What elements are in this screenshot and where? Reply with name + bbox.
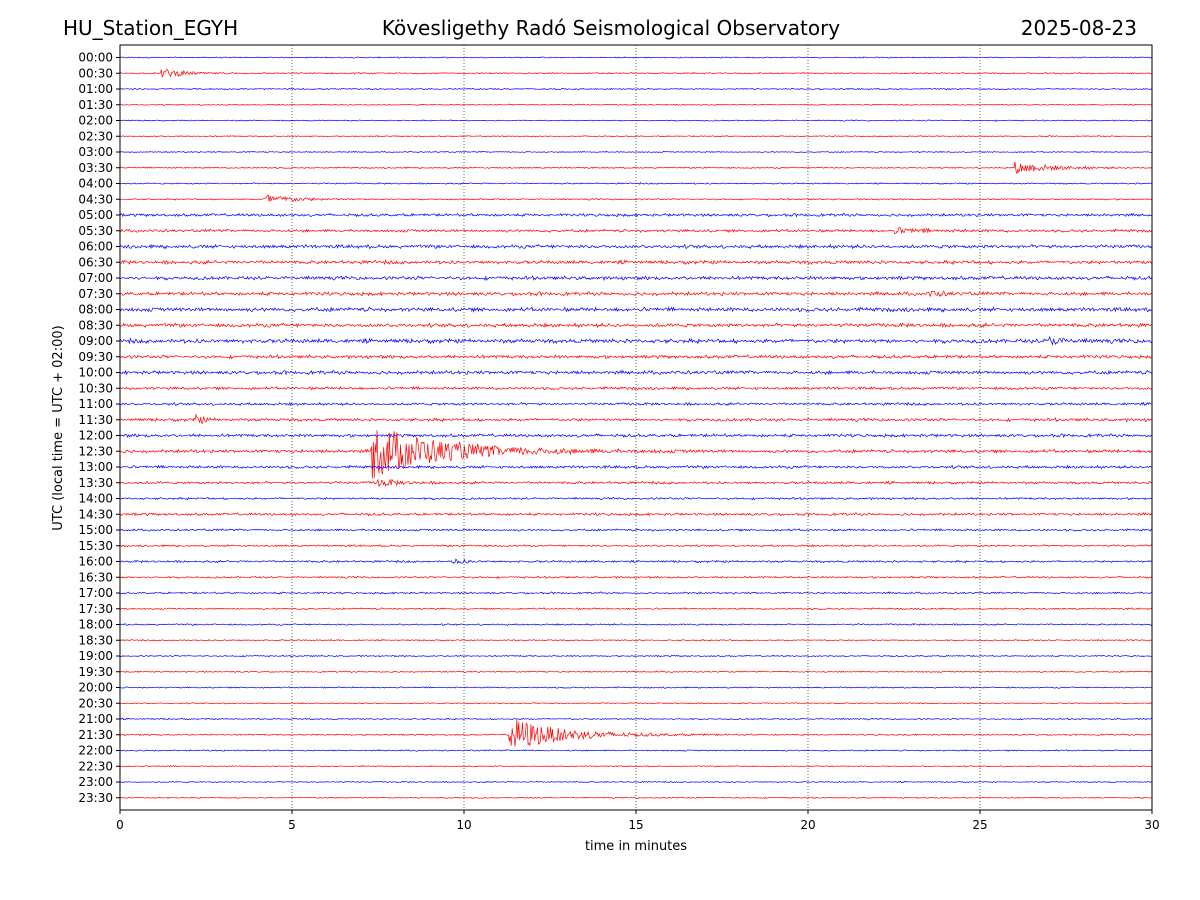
y-tick-label: 02:00 bbox=[78, 114, 113, 128]
y-tick-label: 21:00 bbox=[78, 712, 113, 726]
y-tick-label: 12:30 bbox=[78, 444, 113, 458]
y-tick-label: 08:30 bbox=[78, 318, 113, 332]
y-tick-label: 01:30 bbox=[78, 98, 113, 112]
y-tick-label: 01:00 bbox=[78, 82, 113, 96]
trace-row bbox=[119, 335, 1153, 346]
y-tick-label: 00:00 bbox=[78, 51, 113, 65]
y-tick-label: 19:30 bbox=[78, 665, 113, 679]
trace-row bbox=[119, 512, 1153, 517]
y-tick-label: 07:00 bbox=[78, 271, 113, 285]
y-tick-label: 21:30 bbox=[78, 728, 113, 742]
y-tick-label: 12:00 bbox=[78, 429, 113, 443]
trace-row bbox=[119, 575, 1153, 579]
y-tick-label: 23:00 bbox=[78, 775, 113, 789]
chart-title: Kövesligethy Radó Seismological Observat… bbox=[381, 16, 841, 40]
y-tick-label: 03:00 bbox=[78, 145, 113, 159]
y-tick-label: 06:30 bbox=[78, 255, 113, 269]
y-tick-label: 10:30 bbox=[78, 381, 113, 395]
x-tick-label: 5 bbox=[288, 818, 296, 832]
y-tick-label: 08:00 bbox=[78, 303, 113, 317]
y-tick-label: 02:30 bbox=[78, 129, 113, 143]
y-tick-label: 15:00 bbox=[78, 523, 113, 537]
y-tick-label: 06:00 bbox=[78, 240, 113, 254]
y-tick-label: 10:00 bbox=[78, 366, 113, 380]
y-tick-label: 03:30 bbox=[78, 161, 113, 175]
trace-row bbox=[119, 135, 1153, 138]
y-tick-label: 17:00 bbox=[78, 586, 113, 600]
trace-row bbox=[119, 638, 1153, 642]
trace-row bbox=[119, 194, 1153, 202]
y-tick-label: 05:30 bbox=[78, 224, 113, 238]
y-axis-label: UTC (local time = UTC + 02:00) bbox=[51, 325, 66, 530]
trace-row bbox=[119, 150, 1153, 154]
y-tick-label: 14:30 bbox=[78, 507, 113, 521]
trace-row bbox=[119, 354, 1153, 360]
y-tick-label: 19:00 bbox=[78, 649, 113, 663]
y-tick-label: 17:30 bbox=[78, 602, 113, 616]
trace-row bbox=[119, 464, 1153, 470]
y-tick-label: 15:30 bbox=[78, 539, 113, 553]
y-tick-label: 20:00 bbox=[78, 681, 113, 695]
y-tick-label: 18:30 bbox=[78, 633, 113, 647]
y-tick-label: 16:00 bbox=[78, 555, 113, 569]
trace-row bbox=[119, 780, 1153, 784]
trace-row bbox=[119, 290, 1153, 298]
trace-row bbox=[119, 719, 1153, 747]
y-tick-label: 13:00 bbox=[78, 460, 113, 474]
trace-row bbox=[119, 717, 1153, 721]
trace-row bbox=[119, 528, 1153, 532]
x-tick-label: 15 bbox=[628, 818, 643, 832]
trace-row bbox=[119, 68, 1153, 78]
x-tick-group: 0 5 10 15 20 25 30 bbox=[116, 810, 1160, 832]
y-tick-label: 16:30 bbox=[78, 570, 113, 584]
y-tick-label: 05:00 bbox=[78, 208, 113, 222]
y-tick-label: 20:30 bbox=[78, 696, 113, 710]
trace-row bbox=[119, 259, 1153, 266]
y-tick-label: 07:30 bbox=[78, 287, 113, 301]
trace-row bbox=[119, 87, 1153, 91]
grid-lines bbox=[291, 45, 981, 810]
y-tick-label: 22:30 bbox=[78, 759, 113, 773]
y-tick-label: 09:30 bbox=[78, 350, 113, 364]
trace-row bbox=[119, 401, 1153, 407]
y-tick-label: 14:00 bbox=[78, 492, 113, 506]
y-tick-label: 18:00 bbox=[78, 618, 113, 632]
x-tick-label: 30 bbox=[1144, 818, 1159, 832]
y-tick-label: 09:00 bbox=[78, 334, 113, 348]
y-tick-label: 04:30 bbox=[78, 192, 113, 206]
x-tick-label: 25 bbox=[972, 818, 987, 832]
y-tick-label: 11:00 bbox=[78, 397, 113, 411]
y-tick-label: 11:30 bbox=[78, 413, 113, 427]
y-tick-label: 22:00 bbox=[78, 744, 113, 758]
y-tick-label: 04:00 bbox=[78, 177, 113, 191]
y-tick-label: 23:30 bbox=[78, 791, 113, 805]
trace-row bbox=[119, 765, 1153, 768]
chart-date: 2025-08-23 bbox=[1020, 16, 1137, 40]
x-axis-label: time in minutes bbox=[585, 839, 687, 854]
trace-row bbox=[119, 654, 1153, 658]
y-tick-label: 00:30 bbox=[78, 66, 113, 80]
x-tick-label: 0 bbox=[116, 818, 124, 832]
x-tick-label: 20 bbox=[800, 818, 815, 832]
trace-row bbox=[119, 591, 1153, 595]
y-tick-label: 13:30 bbox=[78, 476, 113, 490]
x-tick-label: 10 bbox=[456, 818, 471, 832]
station-name: HU_Station_EGYH bbox=[63, 16, 239, 40]
trace-row bbox=[119, 103, 1153, 106]
trace-row bbox=[119, 413, 1153, 424]
trace-row bbox=[119, 322, 1153, 329]
